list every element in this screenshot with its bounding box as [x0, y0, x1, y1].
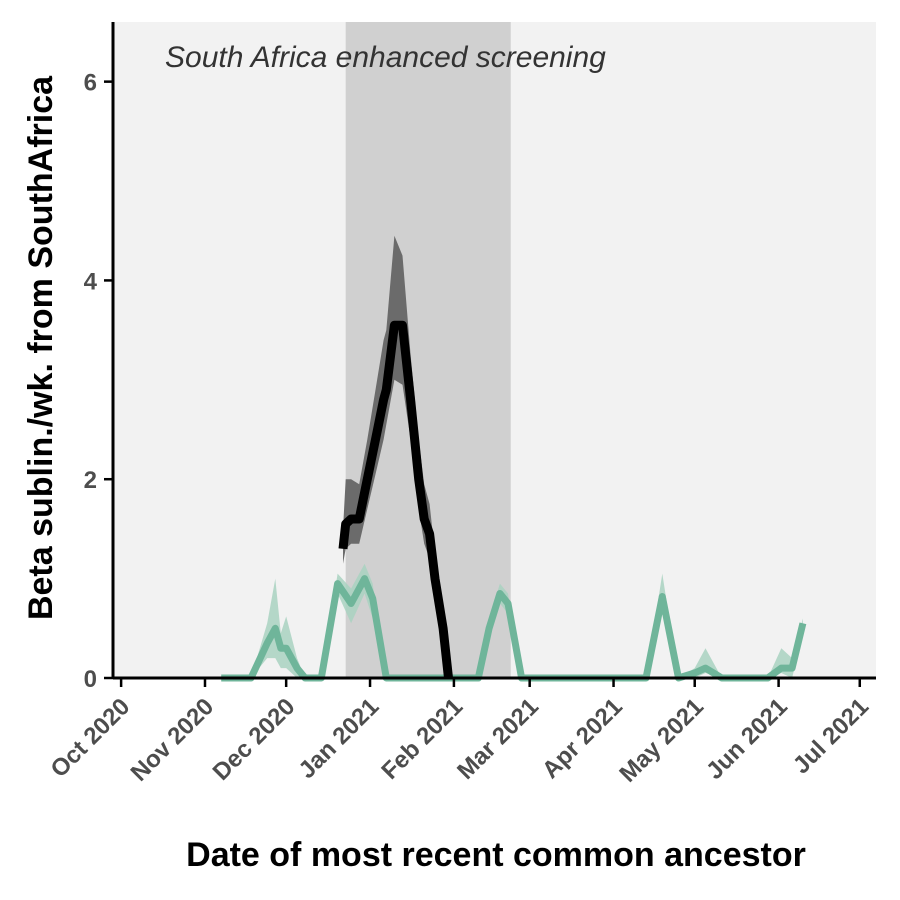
series-line-2	[338, 320, 453, 679]
x-tick-label-3: Jan 2021	[293, 693, 384, 784]
x-tick-label-9: Jul 2021	[788, 693, 874, 779]
x-tick-label-4: Feb 2021	[376, 693, 468, 785]
y-tick-label-6: 6	[84, 70, 97, 97]
annotation-label: South Africa enhanced screening	[165, 41, 606, 74]
x-tick-label-1: Nov 2020	[126, 693, 220, 787]
y-tick-label-0: 0	[84, 666, 97, 693]
x-tick-label-6: Apr 2021	[537, 693, 628, 784]
x-tick-label-2: Dec 2020	[208, 693, 301, 786]
x-tick-label-7: May 2021	[614, 693, 709, 788]
plot-panel	[113, 22, 876, 678]
x-axis-title: Date of most recent common ancestor	[186, 836, 806, 874]
y-tick-label-2: 2	[84, 467, 97, 494]
y-axis-title: Beta sublin./wk. from SouthAfrica	[22, 75, 60, 620]
x-tick-label-8: Jun 2021	[701, 693, 793, 785]
screening-period-shade	[345, 22, 511, 678]
x-tick-label-5: Mar 2021	[452, 693, 544, 785]
y-tick-label-4: 4	[84, 268, 98, 295]
x-tick-label-0: Oct 2020	[46, 693, 136, 783]
